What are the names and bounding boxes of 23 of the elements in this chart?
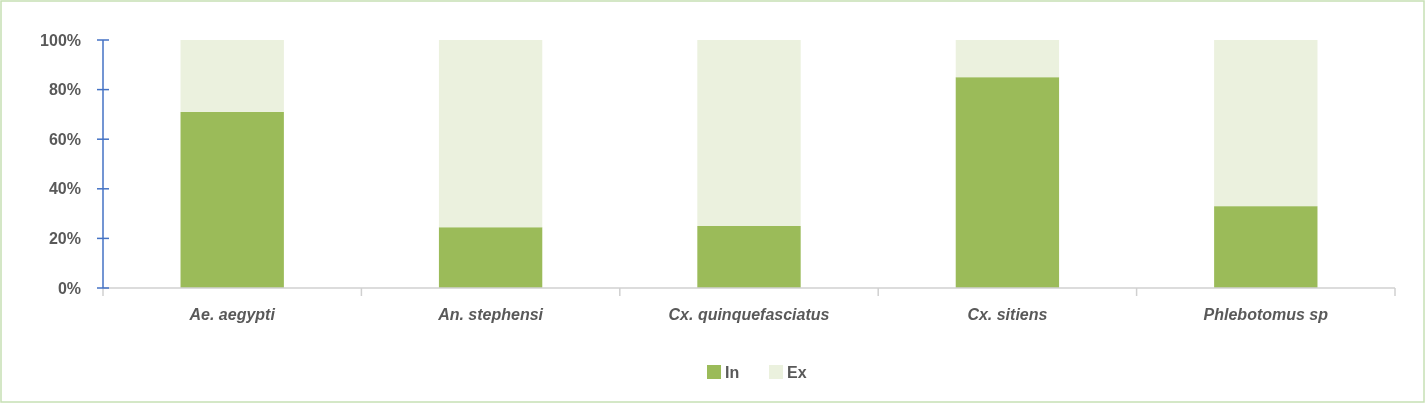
bar [180,40,284,112]
y-tick-label: 60% [48,130,81,148]
bar [438,227,543,288]
legend-label: In [725,363,740,381]
bar [438,40,543,228]
y-tick-label: 100% [40,31,81,49]
bar [697,40,801,226]
x-tick-label: Cx. quinquefasciatus [668,306,830,323]
bar [697,226,801,288]
bar [955,77,1060,288]
bar [180,111,284,288]
y-tick-label: 0% [57,279,81,297]
bar [1214,206,1318,288]
x-tick-label: Ae. aegypti [188,306,276,323]
y-tick-label: 20% [48,230,81,247]
x-tick-label: Phlebotomus sp [1203,306,1329,323]
bar [1214,40,1318,207]
y-tick-label: 40% [48,180,81,198]
legend-label: Ex [787,363,807,381]
x-tick-label: An. stephensi [437,306,544,323]
y-tick-label: 80% [48,81,81,99]
x-tick-label: Cx. sitiens [967,306,1048,323]
bar [955,40,1060,78]
